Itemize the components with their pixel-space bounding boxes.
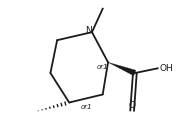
Text: N: N [85, 26, 92, 35]
Text: OH: OH [160, 64, 173, 73]
Text: O: O [129, 101, 136, 110]
Polygon shape [108, 62, 136, 76]
Text: or1: or1 [81, 104, 92, 110]
Text: or1: or1 [97, 64, 108, 70]
